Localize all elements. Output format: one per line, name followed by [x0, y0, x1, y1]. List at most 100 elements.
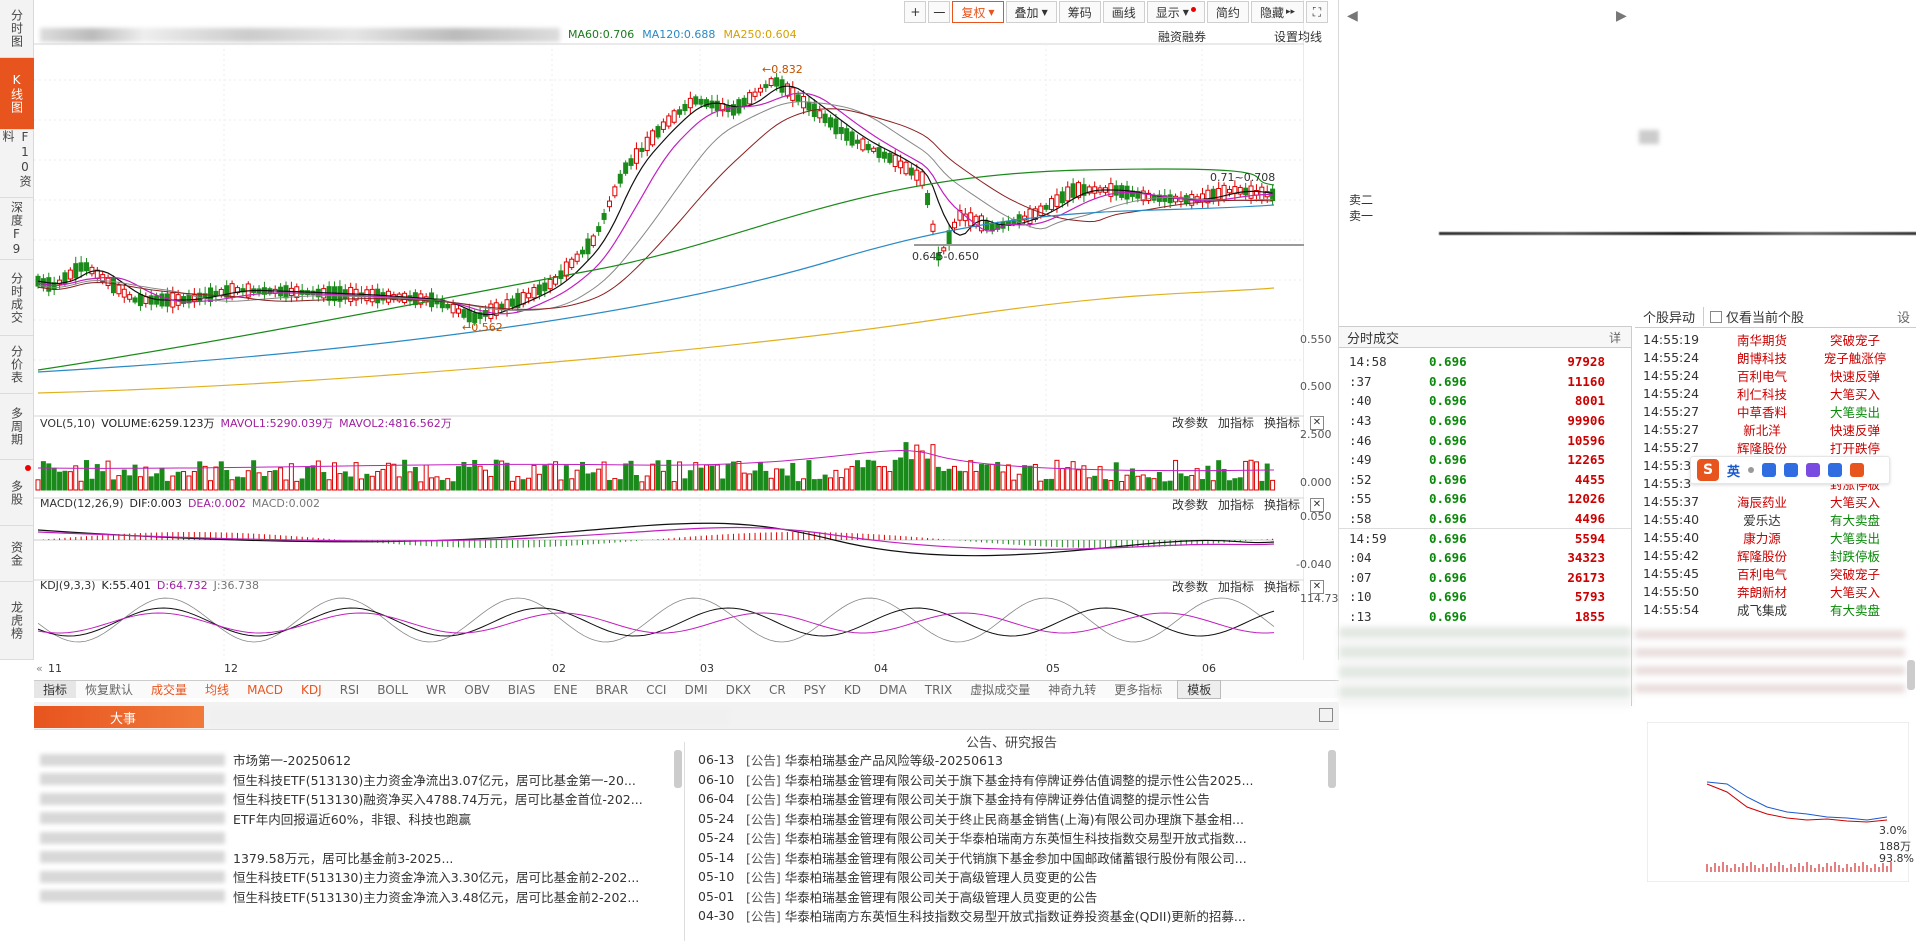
anomaly-row[interactable]: 14:55:19 南华期货 突破宠子	[1635, 330, 1905, 348]
close-icon[interactable]: ✕	[1310, 579, 1324, 594]
collapse-icon[interactable]	[1319, 708, 1333, 722]
kdj-swap-indicator-button[interactable]: 换指标	[1263, 580, 1300, 594]
nav-multi-period[interactable]: 多周期	[0, 394, 34, 460]
draw-line-button[interactable]: 画线	[1102, 1, 1145, 23]
indicator-tab[interactable]: RSI	[339, 682, 360, 697]
nav-kline[interactable]: K线图	[0, 58, 34, 130]
anomaly-row[interactable]: 14:55:42 辉隆股份 封跌停板	[1635, 546, 1905, 564]
set-ma-dropdown[interactable]: 设置均线	[1273, 30, 1322, 44]
nav-fund[interactable]: 资金	[0, 526, 34, 582]
news-item[interactable]: 恒生科技ETF(513130)融资净买入4788.74万元，居可比基金首位-20…	[34, 789, 684, 809]
announce-item[interactable]: 05-24 [公告] 华泰柏瑞基金管理有限公司关于华泰柏瑞南方东英恒生科技指数交易型…	[688, 828, 1328, 848]
indicator-tab[interactable]: 虚拟成交量	[970, 683, 1031, 697]
indicator-tab[interactable]: 成交量	[151, 683, 188, 697]
news-item[interactable]: 恒生科技ETF(513130)主力资金净流出3.07亿元，居可比基金第一-20.…	[34, 770, 684, 790]
zoom-in-button[interactable]: +	[904, 1, 927, 23]
macd-add-indicator-button[interactable]: 加指标	[1217, 498, 1254, 512]
ticks-detail-button[interactable]: 详	[1608, 330, 1621, 345]
news-item[interactable]: 恒生科技ETF(513130)主力资金净流入3.30亿元，居可比基金前2-202…	[34, 867, 684, 887]
indicator-tab[interactable]: MACD	[247, 682, 284, 697]
vol-params-button[interactable]: 改参数	[1171, 416, 1208, 430]
anomaly-row[interactable]: 14:55:27 新北洋 快速反弹	[1635, 420, 1905, 438]
fullscreen-icon[interactable]: ⛶	[1306, 1, 1328, 23]
indicator-tab[interactable]: TRIX	[924, 682, 953, 697]
indicator-tab[interactable]: 均线	[205, 683, 230, 697]
anomaly-settings-button[interactable]: 设	[1896, 311, 1910, 326]
scroll-left-icon[interactable]: «	[36, 662, 43, 675]
indicator-tab[interactable]: KD	[843, 682, 861, 697]
nav-ticks[interactable]: 分时成交	[0, 260, 34, 336]
indicator-tab[interactable]: BOLL	[377, 682, 409, 697]
news-item[interactable]: 1379.58万元，居可比基金前3-2025...	[34, 848, 684, 868]
announce-item[interactable]: 06-10 [公告] 华泰柏瑞基金管理有限公司关于旗下基金持有停牌证券估值调整的提示…	[688, 770, 1328, 790]
indicator-tab[interactable]: 指标	[34, 681, 77, 698]
news-item[interactable]	[34, 828, 684, 848]
close-icon[interactable]: ✕	[1310, 415, 1324, 430]
news-item[interactable]: 恒生科技ETF(513130)主力资金净流入3.48亿元，居可比基金前2-202…	[34, 887, 684, 907]
news-scrollbar[interactable]	[674, 750, 682, 788]
macd-params-button[interactable]: 改参数	[1171, 498, 1208, 512]
anomaly-row[interactable]: 14:55:54 成飞集成 有大卖盘	[1635, 600, 1905, 618]
indicator-tab[interactable]: 神奇九转	[1048, 683, 1097, 697]
only-current-checkbox[interactable]	[1710, 310, 1723, 323]
nav-depth[interactable]: 深度F9	[0, 198, 34, 260]
display-dropdown[interactable]: 显示 ▼	[1146, 1, 1205, 23]
anomaly-row[interactable]: 14:55:45 百利电气 突破宠子	[1635, 564, 1905, 582]
kline-svg[interactable]	[34, 0, 1304, 660]
indicator-tab[interactable]: PSY	[803, 682, 826, 697]
news-item[interactable]: ETF年内回报逼近60%，非银、科技也跑赢	[34, 809, 684, 829]
indicator-tab[interactable]: BRAR	[595, 682, 629, 697]
hide-button[interactable]: 隐藏 ▸▸	[1250, 1, 1304, 23]
indicator-tab[interactable]: OBV	[464, 682, 490, 697]
indicator-tab[interactable]: CR	[768, 682, 786, 697]
indicator-tab[interactable]: 模板	[1177, 680, 1222, 699]
left-arrow-icon[interactable]: ◀	[1347, 8, 1358, 24]
anomaly-scrollbar[interactable]	[1907, 660, 1915, 690]
nav-dragon-tiger[interactable]: 龙虎榜	[0, 582, 34, 660]
anomaly-row[interactable]: 14:55:27 辉隆股份 打开跌停	[1635, 438, 1905, 456]
news-item[interactable]: 市场第一-20250612	[34, 750, 684, 770]
vol-add-indicator-button[interactable]: 加指标	[1217, 416, 1254, 430]
indicator-tab[interactable]: DKX	[725, 682, 751, 697]
anomaly-row[interactable]: 14:55:24 朗博科技 宠子触涨停	[1635, 348, 1905, 366]
indicator-tab[interactable]: CCI	[646, 682, 667, 697]
right-arrow-icon[interactable]: ▶	[1616, 8, 1627, 24]
announce-item[interactable]: 06-04 [公告] 华泰柏瑞基金管理有限公司关于旗下基金持有停牌证券估值调整的提示…	[688, 789, 1328, 809]
close-icon[interactable]: ✕	[1310, 497, 1324, 512]
nav-price-table[interactable]: 分价表	[0, 336, 34, 394]
indicator-tab[interactable]: 更多指标	[1114, 683, 1163, 697]
kdj-add-indicator-button[interactable]: 加指标	[1217, 580, 1254, 594]
anomaly-row[interactable]: 14:55:24 利仁科技 大笔买入	[1635, 384, 1905, 402]
vol-swap-indicator-button[interactable]: 换指标	[1263, 416, 1300, 430]
announce-item[interactable]: 06-13 [公告] 华泰柏瑞基金产品风险等级-20250613	[688, 750, 1328, 770]
indicator-tab[interactable]: WR	[426, 682, 447, 697]
nav-f10[interactable]: F10资料	[0, 130, 34, 198]
announce-item[interactable]: 05-14 [公告] 华泰柏瑞基金管理有限公司关于代销旗下基金参加中国邮政储蓄银行股…	[688, 848, 1328, 868]
anomaly-row[interactable]: 14:55:3	[1635, 456, 1905, 474]
ime-toolbar[interactable]: S 英	[1690, 456, 1890, 484]
indicator-tab[interactable]: 恢复默认	[85, 683, 134, 697]
announce-item[interactable]: 05-01 [公告] 华泰柏瑞基金管理有限公司关于高级管理人员变更的公告	[688, 887, 1328, 907]
margin-trading-link[interactable]: 融资融券	[1157, 30, 1206, 44]
announce-scrollbar[interactable]	[1328, 750, 1336, 788]
chips-button[interactable]: 筹码	[1058, 1, 1101, 23]
announce-item[interactable]: 05-24 [公告] 华泰柏瑞基金管理有限公司关于终止民商基金销售(上海)有限公司办…	[688, 809, 1328, 829]
indicator-tab[interactable]: DMA	[878, 682, 907, 697]
macd-swap-indicator-button[interactable]: 换指标	[1263, 498, 1300, 512]
nav-fenshi[interactable]: 分时图	[0, 0, 34, 58]
overlay-dropdown[interactable]: 叠加 ▼	[1005, 1, 1057, 23]
news-tab-events[interactable]: 大事	[34, 706, 204, 728]
announce-item[interactable]: 05-10 [公告] 华泰柏瑞基金管理有限公司关于高级管理人员变更的公告	[688, 867, 1328, 887]
anomaly-row[interactable]: 14:55:40 康力源 大笔卖出	[1635, 528, 1905, 546]
anomaly-row[interactable]: 14:55:37 海辰药业 大笔买入	[1635, 492, 1905, 510]
zoom-out-button[interactable]: 一	[928, 1, 951, 23]
announce-item[interactable]: 04-30 [公告] 华泰柏瑞南方东英恒生科技指数交易型开放式指数证券投资基金(QD…	[688, 906, 1328, 926]
indicator-tab[interactable]: KDJ	[301, 682, 322, 697]
anomaly-row[interactable]: 14:55:50 奔朗新材 大笔买入	[1635, 582, 1905, 600]
anomaly-row[interactable]: 14:55:24 百利电气 快速反弹	[1635, 366, 1905, 384]
fuquan-dropdown[interactable]: 复权 ▼	[952, 1, 1004, 23]
indicator-tab[interactable]: BIAS	[507, 682, 536, 697]
anomaly-row[interactable]: 14:55:27 中草香料 大笔卖出	[1635, 402, 1905, 420]
anomaly-tab[interactable]: 个股异动	[1635, 307, 1705, 326]
indicator-tab[interactable]: ENE	[553, 682, 578, 697]
